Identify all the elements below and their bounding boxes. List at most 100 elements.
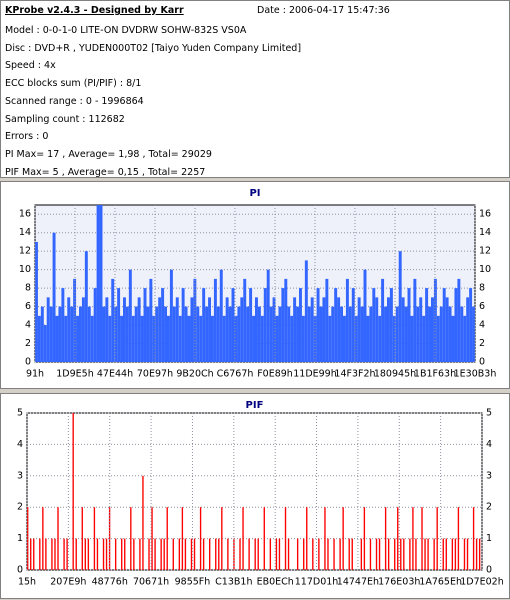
bar (187, 315, 191, 362)
bar (415, 538, 417, 570)
bar (117, 288, 121, 362)
bar (436, 507, 438, 570)
bar (143, 288, 147, 362)
bar (46, 297, 50, 362)
x-tick-label: C13B1h (215, 577, 252, 588)
info-panel: KProbe v2.4.3 - Designed by Karr Date : … (0, 0, 510, 178)
bar (442, 288, 446, 362)
bar (475, 538, 478, 570)
y2-tick-label: 5 (486, 408, 492, 419)
bar (73, 278, 77, 362)
bar (466, 297, 470, 362)
bar (213, 278, 217, 362)
bar (351, 288, 355, 362)
bar (394, 538, 396, 570)
bar (209, 538, 211, 570)
bar (384, 507, 387, 570)
bar (239, 538, 241, 570)
bar (193, 538, 196, 570)
bar (287, 538, 290, 570)
bar (343, 315, 346, 362)
bar (339, 538, 341, 570)
bar (413, 278, 417, 362)
info-line: Sampling count : 112682 (5, 113, 125, 125)
bar (228, 306, 232, 362)
bar (397, 507, 399, 570)
bar (387, 297, 390, 362)
bar (172, 538, 174, 570)
bar (218, 538, 220, 570)
y2-tick-label: 4 (486, 439, 492, 450)
bar (369, 306, 373, 362)
bar (64, 315, 68, 362)
bar (140, 315, 144, 362)
y-tick-label: 0 (17, 565, 23, 576)
bar (254, 538, 256, 570)
bar (313, 315, 317, 362)
bar (275, 538, 278, 570)
bar (360, 538, 363, 570)
bar (149, 278, 153, 362)
x-tick-label: 14747Eh (337, 577, 379, 588)
bar (49, 306, 53, 362)
bar (381, 278, 385, 362)
bar (460, 306, 464, 362)
bar (125, 306, 129, 362)
bar (293, 297, 297, 362)
bar (84, 251, 88, 362)
bar (202, 288, 206, 362)
bar (61, 288, 65, 362)
bar (154, 538, 156, 570)
bar (272, 297, 276, 362)
x-tick-label: 1B1F63h (414, 369, 456, 380)
bar (454, 538, 457, 570)
info-line: Errors : 0 (5, 131, 49, 143)
bar (334, 288, 338, 362)
bar (340, 306, 343, 362)
bar (243, 278, 247, 362)
bar (427, 538, 429, 570)
bar (451, 538, 454, 570)
bar (35, 241, 38, 362)
bar (40, 306, 44, 362)
bar (215, 538, 217, 570)
bar (263, 507, 265, 570)
bar (131, 315, 135, 362)
chart-title: PI (249, 188, 260, 199)
bar (166, 507, 168, 570)
bar (333, 538, 335, 570)
bar (72, 413, 74, 570)
bar (378, 315, 382, 362)
bar (425, 288, 429, 362)
bar (290, 315, 294, 362)
bar (70, 306, 74, 362)
x-tick-label: 1E30B3h (454, 369, 497, 380)
bar (42, 507, 44, 570)
bar (227, 538, 229, 570)
bar (421, 507, 423, 570)
bar (404, 306, 408, 362)
bar (102, 306, 106, 362)
bar (310, 297, 314, 362)
bar (478, 538, 481, 570)
x-tick-label: 47E44h (97, 369, 133, 380)
bar (445, 538, 447, 570)
bar (43, 325, 47, 362)
bar (184, 306, 188, 362)
bar (307, 306, 311, 362)
x-tick-label: 11DE99h (293, 369, 337, 380)
info-line: Model : 0-0-1-0 LITE-ON DVDRW SOHW-832S … (5, 25, 247, 36)
bar (372, 288, 376, 362)
y-tick-label: 0 (25, 357, 31, 368)
bar (322, 297, 326, 362)
bar (51, 538, 53, 570)
bar (304, 260, 308, 362)
y2-tick-label: 2 (479, 338, 485, 349)
y-tick-label: 5 (17, 408, 23, 419)
bar (242, 507, 244, 570)
bar (248, 538, 250, 570)
bar (181, 288, 185, 362)
y-tick-label: 1 (17, 533, 23, 544)
bar (306, 507, 308, 570)
